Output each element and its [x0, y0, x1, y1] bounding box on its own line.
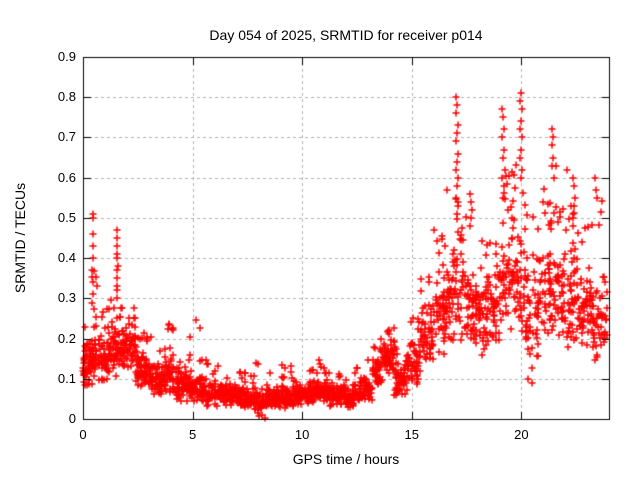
y-tick-label: 0.8: [57, 89, 76, 105]
y-tick-label: 0.5: [57, 209, 76, 225]
y-tick-label: 0.7: [57, 129, 76, 145]
y-tick-label: 0.2: [57, 330, 76, 346]
y-tick-label: 0.3: [57, 290, 76, 306]
x-tick-label: 15: [404, 427, 419, 442]
y-tick-label: 0.6: [57, 169, 76, 185]
x-tick-label: 0: [79, 427, 87, 442]
x-tick-label: 5: [188, 427, 197, 442]
y-tick-label: 0.4: [57, 250, 76, 266]
y-axis-label: SRMTID / TECUs: [12, 182, 28, 294]
x-axis-label: GPS time / hours: [292, 451, 400, 467]
y-tick-label: 0: [68, 411, 76, 426]
y-tick-label: 0.1: [57, 370, 76, 386]
y-tick-label: 0.9: [57, 49, 76, 64]
x-tick-label: 20: [514, 427, 529, 442]
x-tick-label: 10: [294, 427, 310, 442]
chart-title: Day 054 of 2025, SRMTID for receiver p01…: [209, 27, 483, 43]
